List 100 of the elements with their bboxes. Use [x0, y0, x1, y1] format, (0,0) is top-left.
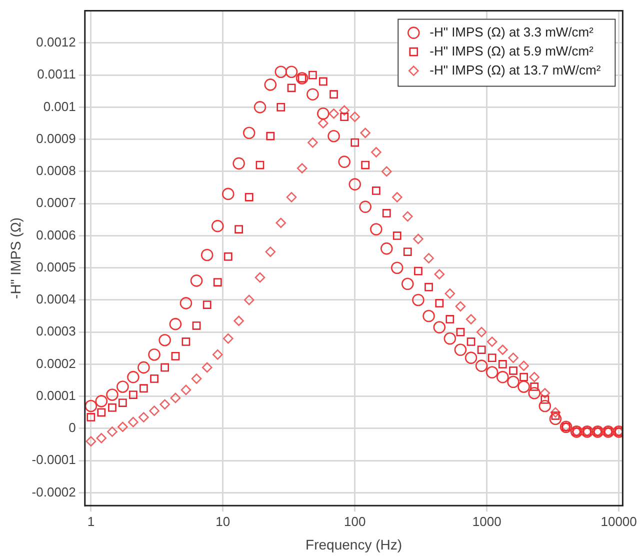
point — [435, 298, 444, 308]
point — [95, 395, 108, 408]
point — [160, 399, 170, 410]
point — [330, 90, 338, 99]
point — [520, 372, 528, 382]
point — [413, 234, 424, 244]
legend-label: -H" IMPS (Ω) at 13.7 mW/cm² — [430, 62, 602, 78]
y-tick-label: 0.0007 — [36, 195, 76, 210]
point — [530, 382, 539, 391]
point — [285, 66, 298, 78]
point — [274, 66, 288, 78]
point — [414, 266, 422, 276]
point — [244, 192, 254, 202]
point — [149, 406, 160, 416]
point — [508, 352, 518, 363]
y-tick-label: 0 — [68, 420, 76, 436]
point — [507, 376, 520, 388]
y-tick-label: 0.0006 — [36, 227, 76, 242]
point — [538, 400, 552, 412]
y-tick-label: 0.0009 — [36, 130, 76, 146]
point — [148, 348, 160, 361]
y-tick-label: 0.0005 — [36, 259, 76, 274]
point — [84, 400, 98, 412]
point — [380, 242, 393, 255]
point — [224, 252, 232, 261]
point — [118, 398, 127, 407]
y-tick-label: 0.0008 — [36, 163, 76, 178]
point — [455, 301, 466, 312]
point — [242, 126, 256, 140]
point — [264, 78, 277, 91]
point — [287, 84, 296, 92]
point — [381, 166, 392, 177]
x-axis-title: Frequency (Hz) — [306, 536, 402, 552]
point — [107, 426, 118, 437]
point — [308, 70, 317, 80]
point — [138, 361, 150, 374]
point — [86, 413, 96, 422]
point — [234, 316, 244, 326]
y-tick-label: 0.0003 — [36, 324, 76, 339]
point — [338, 156, 350, 168]
point — [390, 262, 404, 274]
point — [127, 370, 140, 384]
point — [317, 107, 330, 120]
point — [402, 211, 413, 222]
point — [266, 132, 275, 140]
point — [108, 403, 116, 412]
point — [361, 160, 370, 170]
point — [477, 346, 486, 354]
point — [339, 105, 350, 116]
point — [488, 354, 496, 362]
point — [191, 374, 202, 384]
point — [359, 200, 372, 213]
point — [350, 112, 360, 122]
point — [434, 269, 445, 280]
point — [202, 300, 212, 309]
point — [350, 138, 360, 147]
point — [466, 338, 476, 346]
point — [138, 412, 149, 422]
point — [116, 380, 129, 393]
point — [540, 395, 550, 404]
point — [318, 118, 328, 128]
point — [222, 188, 234, 200]
point — [444, 332, 456, 345]
point — [466, 314, 476, 324]
point — [97, 408, 106, 417]
point — [244, 294, 254, 306]
point — [486, 366, 498, 378]
point — [422, 310, 435, 322]
point — [139, 384, 148, 393]
point — [486, 336, 498, 347]
point — [446, 315, 454, 324]
point — [254, 101, 266, 114]
point — [256, 160, 264, 170]
point — [202, 362, 212, 373]
y-axis-title: -H" IMPS (Ω) — [7, 217, 24, 299]
point — [232, 157, 245, 170]
point — [392, 192, 402, 202]
point — [265, 246, 276, 257]
y-tick-label: 0.001 — [43, 98, 76, 114]
point — [382, 209, 391, 218]
y-tick-label: -0.0001 — [32, 452, 76, 468]
point — [213, 278, 222, 286]
y-tick-label: 0.0012 — [36, 34, 76, 50]
point — [234, 225, 243, 234]
point — [200, 248, 214, 262]
point — [150, 374, 158, 383]
point — [180, 384, 192, 396]
point — [433, 321, 446, 334]
x-tick-label: 1 — [87, 514, 95, 529]
point — [529, 372, 540, 382]
point — [518, 380, 530, 393]
point — [318, 77, 328, 86]
y-tick-label: 0.0001 — [36, 388, 76, 403]
point — [308, 137, 318, 148]
point — [498, 344, 508, 355]
point — [496, 370, 509, 384]
point — [306, 88, 319, 100]
point — [401, 278, 414, 290]
point — [286, 192, 297, 202]
point — [454, 344, 467, 356]
